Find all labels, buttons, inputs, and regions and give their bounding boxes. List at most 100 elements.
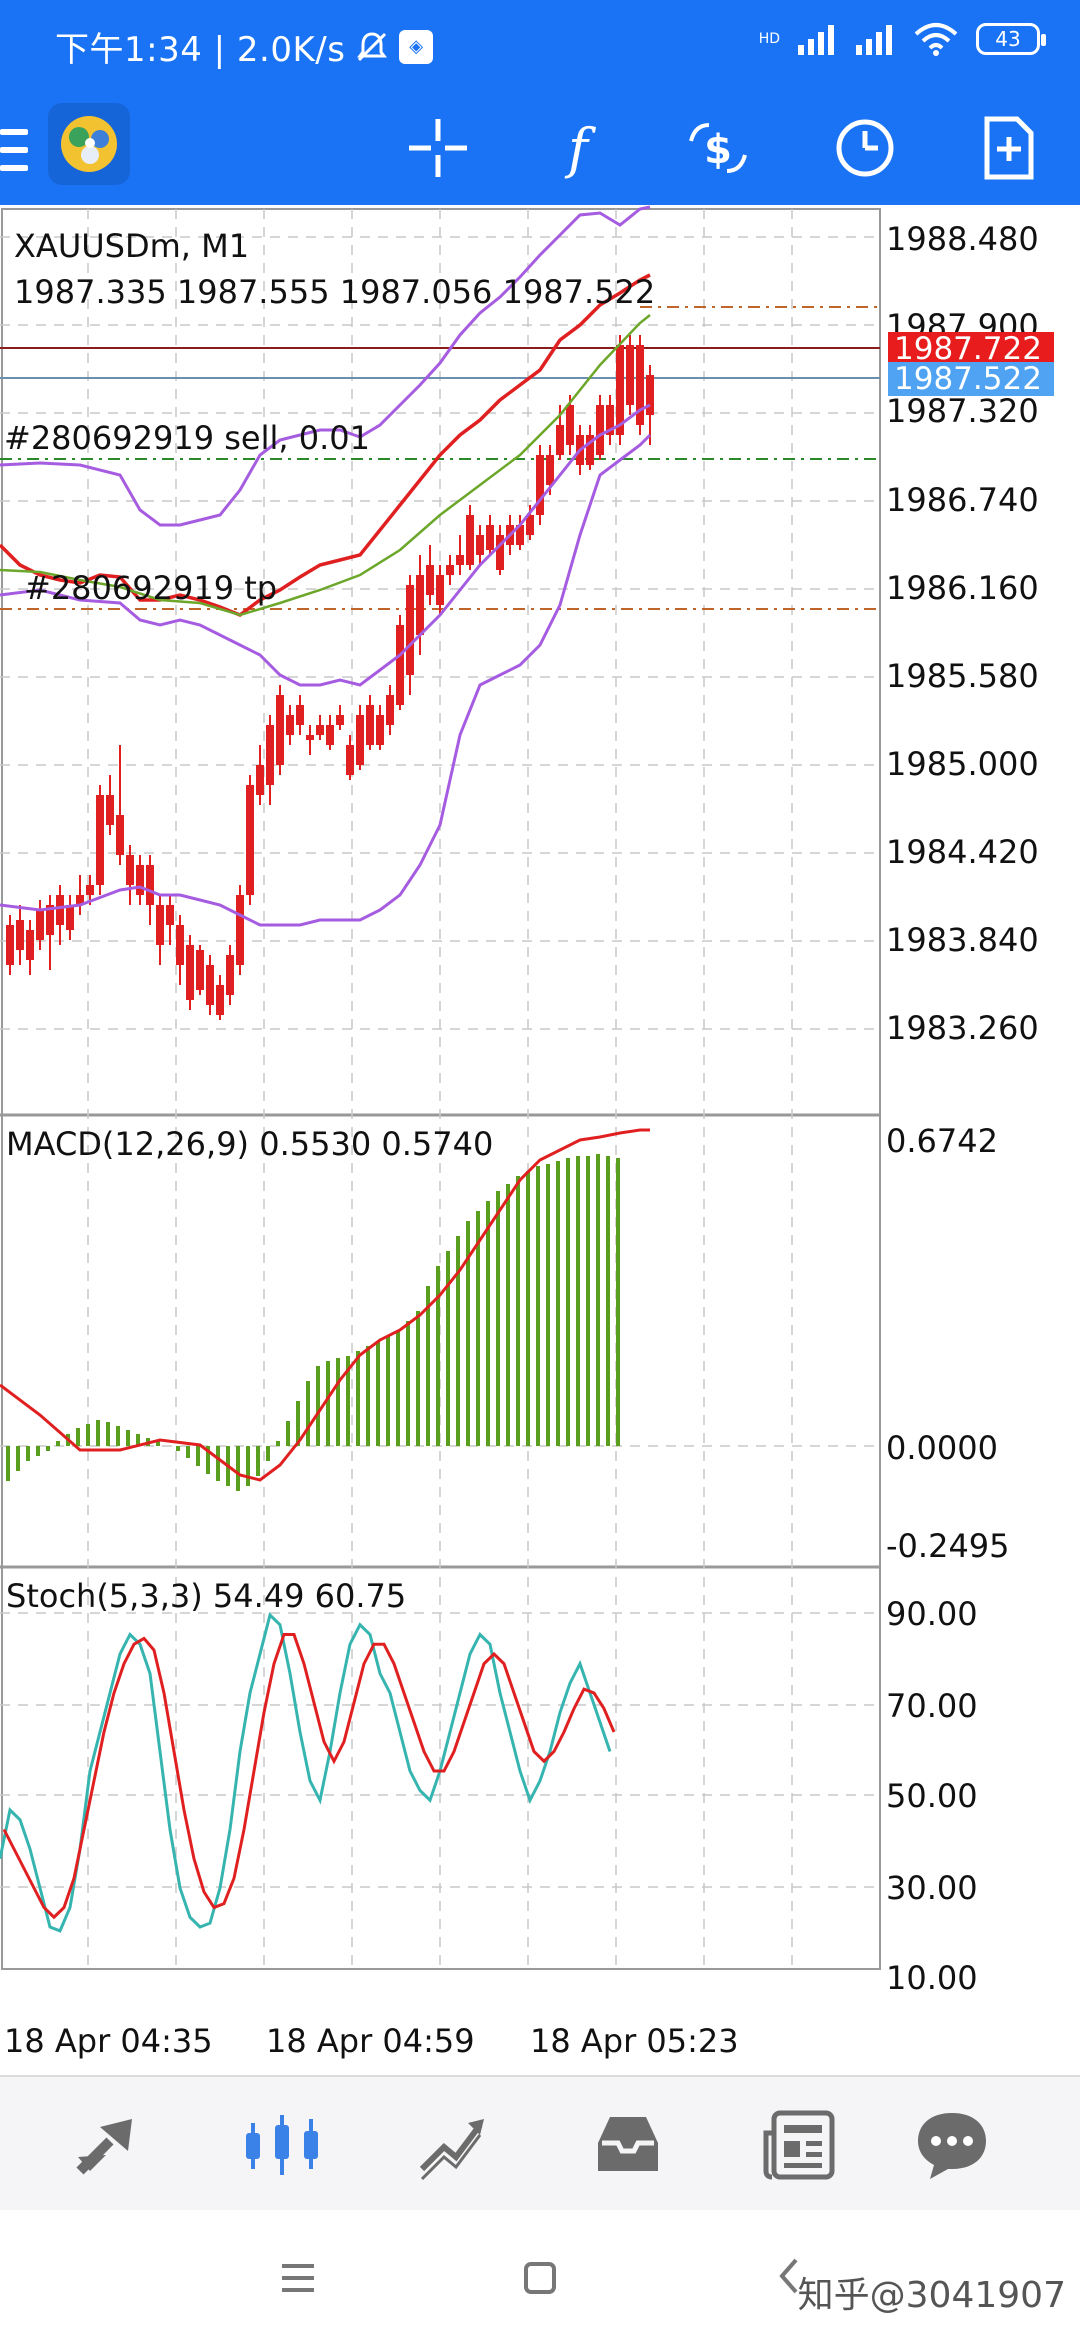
candle-body [406, 585, 414, 675]
candle-body [206, 965, 214, 1005]
crosshair-icon[interactable] [405, 115, 471, 181]
clock-icon[interactable] [832, 115, 898, 181]
candle-body [116, 815, 124, 855]
candle-body [436, 575, 444, 605]
price-axis-label: 1986.160 [886, 569, 1039, 607]
candle-body [186, 945, 194, 1000]
candle-body [566, 405, 574, 445]
price-axis-label: 1983.840 [886, 921, 1039, 959]
candle-body [246, 785, 254, 895]
wifi-icon [914, 23, 958, 56]
toolbar: f $ [0, 95, 1080, 205]
candle-body [376, 715, 384, 745]
signal-icon-2 [856, 25, 892, 55]
candle-body [456, 555, 464, 565]
recent-apps-icon[interactable] [278, 2260, 318, 2296]
news-icon[interactable] [760, 2105, 840, 2185]
candle-body [76, 895, 84, 905]
candle-body [626, 345, 634, 405]
macd-axis-label: 0.0000 [886, 1429, 998, 1467]
candle-body [216, 985, 224, 1015]
back-icon[interactable] [774, 2256, 804, 2296]
candle-body [516, 525, 524, 545]
menu-icon[interactable] [0, 117, 28, 177]
price-axis-label: 1985.580 [886, 657, 1039, 695]
network-type: HD [758, 31, 780, 47]
macd-signal [0, 1128, 650, 1482]
macd-axis-label: -0.2495 [886, 1527, 1010, 1565]
notification-app-icon: ◈ [399, 29, 434, 64]
stoch-main [0, 1612, 612, 1933]
stoch-signal [2, 1633, 616, 1920]
candle-body [26, 930, 34, 960]
status-right: HD 43 [758, 22, 1046, 56]
battery-indicator: 43 [976, 23, 1046, 55]
candle-body [646, 375, 654, 415]
signal-icon [798, 25, 834, 55]
candle-body [476, 535, 484, 555]
candle-body [226, 955, 234, 995]
trade-nav-icon[interactable] [414, 2105, 494, 2185]
candle-body [416, 575, 424, 635]
candle-body [236, 895, 244, 965]
candle-body [266, 725, 274, 785]
new-order-icon[interactable] [975, 115, 1041, 181]
candle-body [446, 565, 454, 575]
bollinger-lower [0, 433, 652, 927]
stoch-label: Stoch(5,3,3) 54.49 60.75 [6, 1577, 407, 1615]
candle-body [286, 715, 294, 735]
home-icon[interactable] [522, 2260, 558, 2296]
svg-text:$: $ [704, 127, 732, 173]
candle-body [86, 885, 94, 895]
candle-body [636, 345, 644, 425]
candle-body [6, 925, 14, 965]
candle-body [106, 795, 114, 825]
tp-label: #280692919 tp [24, 569, 278, 607]
function-icon[interactable]: f [545, 115, 611, 181]
time-axis-label: 18 Apr 05:23 [530, 2022, 739, 2060]
symbol-label: XAUUSDm, M1 [14, 227, 250, 265]
candle-body [366, 705, 374, 745]
candle-body [356, 715, 364, 765]
candle-body [486, 525, 494, 550]
stoch-axis-label: 10.00 [886, 1959, 978, 1997]
candle-body [276, 695, 284, 765]
candle-body [16, 920, 24, 950]
watermark: 知乎@3041907 [797, 2275, 1066, 2316]
candle-body [346, 745, 354, 775]
candle-body [606, 405, 614, 435]
ask-price-tag: 1987.722 [888, 332, 1054, 366]
candle-body [196, 950, 204, 990]
stoch-axis-label: 70.00 [886, 1687, 978, 1725]
bollinger-upper [0, 205, 651, 527]
candle-body [536, 455, 544, 515]
ohlc-label: 1987.335 1987.555 1987.056 1987.522 [14, 273, 656, 311]
candle-body [156, 905, 164, 945]
candle-body [426, 565, 434, 595]
candle-body [66, 905, 74, 930]
candle-body [466, 515, 474, 565]
macd-label: MACD(12,26,9) 0.5530 0.5740 [6, 1125, 494, 1163]
candle-body [546, 455, 554, 485]
quotes-icon[interactable] [70, 2105, 150, 2185]
trade-icon[interactable]: $ [685, 115, 751, 181]
candle-body [46, 905, 54, 935]
candle-body [586, 435, 594, 465]
candle-body [56, 895, 64, 925]
mute-bell-icon [357, 31, 388, 61]
chart-area[interactable]: XAUUSDm, M1 1987.335 1987.555 1987.056 1… [0, 205, 1080, 2075]
chart-canvas[interactable] [0, 205, 1080, 2075]
messages-icon[interactable] [912, 2105, 992, 2185]
chart-frame [1, 208, 881, 1970]
price-axis-label: 1985.000 [886, 745, 1039, 783]
history-icon[interactable] [588, 2105, 668, 2185]
status-bar: 下午1:34 | 2.0K/s ◈ HD 43 [0, 0, 1080, 95]
candle-body [526, 515, 534, 535]
chart-icon[interactable] [242, 2105, 322, 2185]
candle-body [596, 405, 604, 455]
candle-body [36, 910, 44, 940]
candle-body [126, 855, 134, 885]
price-axis-label: 1984.420 [886, 833, 1039, 871]
candle-body [296, 705, 304, 725]
ma-slow [0, 314, 651, 617]
